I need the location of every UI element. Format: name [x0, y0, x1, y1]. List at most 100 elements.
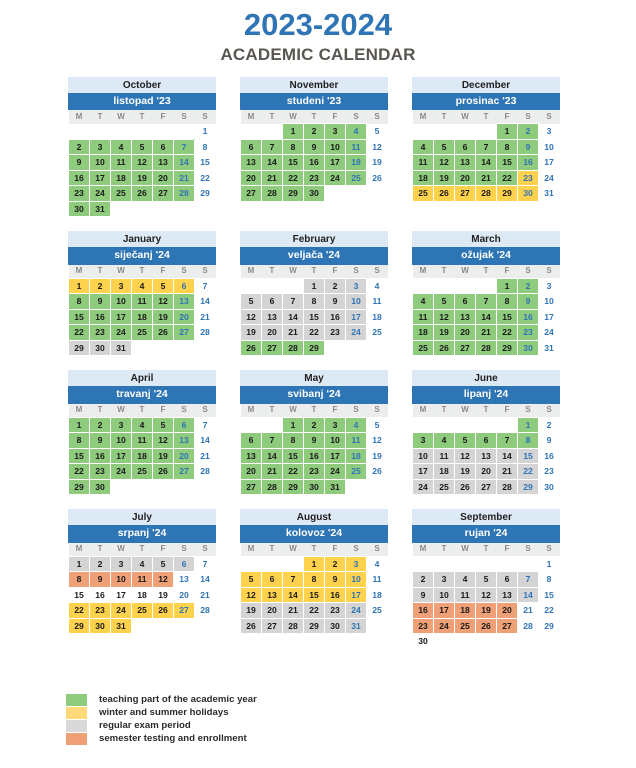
day-cell[interactable]: 30 [303, 185, 325, 202]
day-cell[interactable]: 21 [523, 605, 533, 616]
day-cell[interactable]: 22 [517, 463, 539, 480]
day-cell[interactable]: 16 [95, 589, 105, 600]
day-cell[interactable]: 27 [475, 478, 497, 496]
day-cell[interactable]: 4 [131, 277, 153, 295]
day-cell[interactable]: 7 [202, 419, 208, 430]
day-cell[interactable]: 4 [345, 416, 367, 434]
day-cell[interactable]: 30 [517, 339, 539, 357]
day-cell[interactable]: 25 [131, 324, 153, 341]
day-cell[interactable]: 27 [240, 478, 262, 496]
day-cell[interactable]: 27 [240, 185, 262, 202]
day-cell[interactable]: 24 [110, 602, 132, 619]
day-cell[interactable]: 7 [261, 138, 283, 156]
day-cell[interactable]: 12 [152, 432, 174, 449]
day-cell[interactable]: 19 [372, 450, 382, 461]
day-cell[interactable]: 15 [282, 447, 304, 465]
day-cell[interactable]: 9 [89, 293, 111, 310]
day-cell[interactable]: 3 [89, 138, 111, 156]
day-cell[interactable]: 6 [261, 571, 283, 588]
day-cell[interactable]: 25 [131, 463, 153, 480]
day-cell[interactable]: 13 [240, 154, 262, 171]
day-cell[interactable]: 22 [496, 324, 518, 341]
day-cell[interactable]: 6 [173, 277, 195, 295]
day-cell[interactable]: 12 [433, 154, 455, 171]
day-cell[interactable]: 15 [517, 447, 539, 465]
day-cell[interactable]: 23 [324, 602, 346, 619]
day-cell[interactable]: 19 [454, 463, 476, 480]
day-cell[interactable]: 22 [68, 463, 90, 480]
day-cell[interactable]: 14 [475, 154, 497, 171]
day-cell[interactable]: 11 [412, 308, 434, 326]
day-cell[interactable]: 17 [324, 447, 346, 465]
day-cell[interactable]: 11 [454, 586, 476, 604]
day-cell[interactable]: 17 [89, 169, 111, 187]
day-cell[interactable]: 19 [475, 602, 497, 619]
day-cell[interactable]: 14 [200, 435, 210, 446]
day-cell[interactable]: 1 [282, 123, 304, 140]
day-cell[interactable]: 11 [372, 574, 382, 585]
day-cell[interactable]: 25 [345, 463, 367, 480]
day-cell[interactable]: 11 [433, 447, 455, 465]
day-cell[interactable]: 2 [324, 555, 346, 573]
day-cell[interactable]: 15 [68, 308, 90, 326]
day-cell[interactable]: 5 [152, 277, 174, 295]
day-cell[interactable]: 21 [496, 463, 518, 480]
day-cell[interactable]: 5 [433, 293, 455, 310]
day-cell[interactable]: 26 [433, 339, 455, 357]
day-cell[interactable]: 30 [89, 478, 111, 496]
day-cell[interactable]: 23 [303, 463, 325, 480]
day-cell[interactable]: 8 [303, 293, 325, 310]
day-cell[interactable]: 30 [517, 185, 539, 202]
day-cell[interactable]: 24 [324, 169, 346, 187]
day-cell[interactable]: 11 [110, 154, 132, 171]
day-cell[interactable]: 10 [110, 293, 132, 310]
day-cell[interactable]: 16 [303, 447, 325, 465]
day-cell[interactable]: 17 [324, 154, 346, 171]
day-cell[interactable]: 10 [433, 586, 455, 604]
day-cell[interactable]: 13 [179, 574, 189, 585]
day-cell[interactable]: 22 [496, 169, 518, 187]
day-cell[interactable]: 17 [110, 308, 132, 326]
day-cell[interactable]: 6 [475, 432, 497, 449]
day-cell[interactable]: 11 [131, 432, 153, 449]
day-cell[interactable]: 7 [173, 138, 195, 156]
day-cell[interactable]: 25 [433, 478, 455, 496]
day-cell[interactable]: 5 [152, 416, 174, 434]
day-cell[interactable]: 7 [261, 432, 283, 449]
day-cell[interactable]: 2 [517, 123, 539, 140]
day-cell[interactable]: 4 [433, 432, 455, 449]
day-cell[interactable]: 14 [261, 154, 283, 171]
day-cell[interactable]: 9 [412, 586, 434, 604]
day-cell[interactable]: 9 [517, 138, 539, 156]
day-cell[interactable]: 2 [89, 416, 111, 434]
day-cell[interactable]: 23 [303, 169, 325, 187]
day-cell[interactable]: 24 [89, 185, 111, 202]
day-cell[interactable]: 1 [546, 558, 552, 569]
day-cell[interactable]: 5 [152, 555, 174, 573]
day-cell[interactable]: 6 [152, 138, 174, 156]
day-cell[interactable]: 3 [546, 126, 552, 137]
day-cell[interactable]: 19 [152, 308, 174, 326]
day-cell[interactable]: 10 [110, 432, 132, 449]
day-cell[interactable]: 13 [454, 308, 476, 326]
day-cell[interactable]: 20 [179, 589, 189, 600]
day-cell[interactable]: 20 [173, 308, 195, 326]
day-cell[interactable]: 11 [131, 571, 153, 588]
day-cell[interactable]: 13 [173, 293, 195, 310]
day-cell[interactable]: 27 [261, 339, 283, 357]
day-cell[interactable]: 13 [152, 154, 174, 171]
day-cell[interactable]: 6 [173, 416, 195, 434]
day-cell[interactable]: 1 [496, 277, 518, 295]
day-cell[interactable]: 5 [475, 571, 497, 588]
day-cell[interactable]: 30 [418, 636, 428, 647]
day-cell[interactable]: 26 [372, 172, 382, 183]
day-cell[interactable]: 28 [261, 185, 283, 202]
day-cell[interactable]: 22 [68, 324, 90, 341]
day-cell[interactable]: 28 [200, 605, 210, 616]
day-cell[interactable]: 28 [282, 339, 304, 357]
day-cell[interactable]: 18 [137, 589, 147, 600]
day-cell[interactable]: 13 [475, 447, 497, 465]
day-cell[interactable]: 2 [89, 277, 111, 295]
day-cell[interactable]: 15 [303, 586, 325, 604]
day-cell[interactable]: 11 [131, 293, 153, 310]
